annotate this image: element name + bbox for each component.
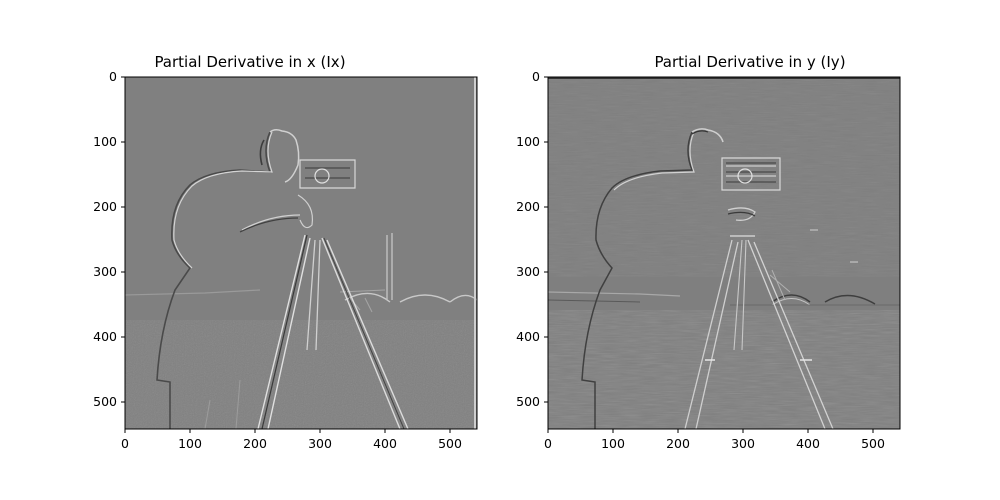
image-ix: [125, 77, 477, 429]
x-tick-label: 200: [666, 436, 690, 451]
x-tick-label: 200: [243, 436, 267, 451]
y-tick-label: 400: [93, 329, 117, 344]
y-tick-label: 100: [93, 134, 117, 149]
x-tick-label: 500: [438, 436, 462, 451]
y-tick-label: 400: [516, 329, 540, 344]
x-tick-label: 300: [731, 436, 755, 451]
plot-iy: 0 100 200 300 400 500 0 100 200 300 400 …: [516, 69, 901, 451]
y-tick-label: 300: [516, 264, 540, 279]
x-tick-label: 500: [861, 436, 885, 451]
panel-title: Partial Derivative in x (Ix): [154, 53, 346, 71]
x-axis: 0 100 200 300 400 500: [121, 429, 462, 451]
plot-ix: 0 100 200 300 400 500 0 100 200 300 400 …: [93, 69, 478, 451]
x-tick-label: 0: [121, 436, 129, 451]
y-tick-label: 200: [93, 199, 117, 214]
y-tick-label: 200: [516, 199, 540, 214]
y-tick-label: 0: [109, 69, 117, 84]
x-tick-label: 100: [601, 436, 625, 451]
y-axis: 0 100 200 300 400 500: [93, 69, 125, 409]
y-tick-label: 100: [516, 134, 540, 149]
panel-iy: Partial Derivative in y (Iy): [500, 0, 1000, 500]
x-axis: 0 100 200 300 400 500: [544, 429, 885, 451]
x-tick-label: 300: [308, 436, 332, 451]
panel-title: Partial Derivative in y (Iy): [654, 53, 846, 71]
x-tick-label: 400: [796, 436, 820, 451]
panel-ix: Partial Derivative in x (Ix): [93, 53, 478, 451]
y-tick-label: 500: [93, 394, 117, 409]
x-tick-label: 400: [373, 436, 397, 451]
axes-frame: [547, 76, 901, 430]
y-tick-label: 300: [93, 264, 117, 279]
x-tick-label: 0: [544, 436, 552, 451]
image-iy: [548, 77, 900, 429]
y-tick-label: 500: [516, 394, 540, 409]
y-tick-label: 0: [532, 69, 540, 84]
y-axis: 0 100 200 300 400 500: [516, 69, 548, 409]
x-tick-label: 100: [178, 436, 202, 451]
axes-frame: [124, 76, 478, 430]
